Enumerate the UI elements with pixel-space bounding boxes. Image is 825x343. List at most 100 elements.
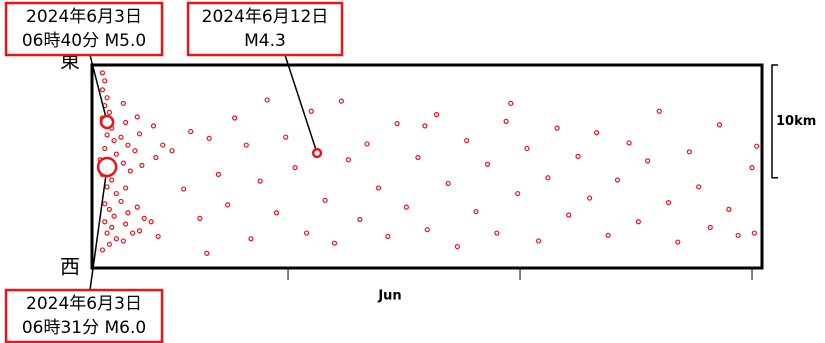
- quake-point: [206, 135, 212, 141]
- quake-point: [545, 175, 551, 181]
- quake-point: [675, 239, 681, 245]
- quake-point: [111, 213, 117, 219]
- quake-point: [357, 216, 363, 223]
- quake-point: [141, 215, 147, 221]
- quake-point: [524, 145, 530, 152]
- quake-point: [160, 142, 166, 148]
- quake-point: [125, 142, 131, 148]
- quake-point: [751, 230, 757, 236]
- quake-point: [197, 215, 203, 221]
- quake-point: [169, 148, 175, 154]
- quake-point: [503, 118, 509, 124]
- x-axis-label: Jun: [377, 289, 401, 304]
- quake-point: [153, 154, 159, 161]
- quake-point: [626, 140, 632, 146]
- major-quake: [311, 147, 323, 159]
- quake-point: [515, 190, 521, 197]
- quake-point: [109, 177, 115, 183]
- quake-point: [123, 185, 129, 191]
- quake-point: [99, 87, 106, 93]
- quake-point: [120, 238, 126, 244]
- quake-point: [106, 109, 112, 115]
- quake-point: [102, 201, 108, 207]
- quake-point: [445, 180, 451, 187]
- annotation-text: M4.3: [244, 31, 286, 51]
- quake-point: [322, 197, 328, 203]
- quake-point: [292, 165, 298, 171]
- quake-point: [120, 100, 126, 106]
- quake-point: [587, 195, 593, 201]
- quake-point: [257, 178, 263, 184]
- quake-point: [696, 184, 702, 190]
- leader-line: [89, 166, 108, 291]
- quake-point: [308, 108, 314, 114]
- quake-point: [614, 177, 621, 183]
- annotation-text: 2024年6月12日: [202, 7, 329, 27]
- quake-point: [102, 145, 108, 152]
- quake-point: [106, 241, 112, 247]
- quake-point: [187, 128, 194, 135]
- quake-point: [99, 70, 106, 76]
- quake-point: [136, 131, 143, 137]
- quake-point: [605, 232, 611, 238]
- quake-point: [134, 114, 140, 120]
- quake-point: [148, 219, 154, 225]
- quake-point: [424, 227, 430, 233]
- quake-point: [364, 141, 370, 147]
- quake-point: [113, 236, 119, 242]
- quake-point: [331, 240, 338, 246]
- quake-point: [132, 148, 138, 154]
- annotation-text: 06時31分 M6.0: [22, 318, 146, 338]
- quake-point: [535, 238, 542, 244]
- quake-point: [273, 210, 280, 216]
- quake-point: [118, 198, 124, 205]
- annotation-text: 2024年6月3日: [26, 294, 142, 314]
- quake-point: [403, 204, 409, 210]
- quake-point: [575, 153, 581, 159]
- quake-point: [283, 134, 289, 140]
- leader-line: [284, 54, 318, 154]
- quake-point: [422, 123, 428, 129]
- quake-point: [104, 184, 110, 190]
- quake-point: [415, 154, 421, 161]
- quake-point: [716, 122, 723, 128]
- west-label: 西: [60, 255, 80, 279]
- leader-line: [89, 54, 108, 123]
- quake-point: [150, 123, 157, 129]
- annotation-text: 06時40分 M5.0: [22, 31, 146, 51]
- major-quake: [96, 156, 118, 178]
- quake-point: [686, 149, 692, 155]
- quake-point: [385, 233, 391, 240]
- quake-point: [394, 121, 400, 127]
- quake-point: [248, 236, 254, 242]
- quake-point: [635, 219, 641, 225]
- annotation-box: [4, 1, 164, 57]
- quake-point: [338, 98, 344, 104]
- quake-point: [118, 134, 124, 140]
- quake-point: [473, 209, 479, 215]
- quake-point: [139, 162, 145, 168]
- quake-point: [484, 161, 491, 167]
- quake-point: [566, 212, 572, 218]
- quake-point: [99, 247, 106, 253]
- quake-point: [215, 171, 222, 177]
- quake-point: [106, 206, 112, 212]
- quake-point: [754, 143, 760, 149]
- scale-bar: [771, 64, 778, 179]
- annotation-box: [4, 288, 164, 343]
- quake-point: [593, 130, 600, 136]
- quake-point: [375, 185, 382, 191]
- quake-point: [464, 137, 470, 144]
- quake-point: [656, 108, 662, 114]
- quake-point: [113, 190, 119, 197]
- quake-point: [127, 168, 133, 174]
- quake-point: [303, 230, 310, 236]
- quake-point: [232, 115, 238, 121]
- quake-point: [104, 132, 110, 138]
- quake-point: [113, 151, 119, 157]
- quake-point: [264, 97, 270, 103]
- quake-point: [102, 78, 108, 84]
- quake-point: [155, 233, 161, 240]
- quake-point: [494, 230, 500, 236]
